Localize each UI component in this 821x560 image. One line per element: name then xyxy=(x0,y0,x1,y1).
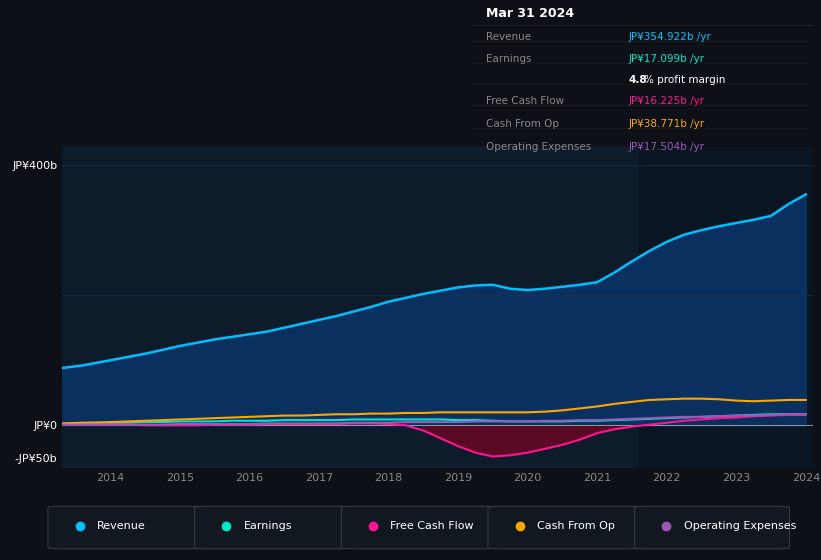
Text: Operating Expenses: Operating Expenses xyxy=(486,142,591,152)
Text: JP¥38.771b /yr: JP¥38.771b /yr xyxy=(629,119,705,129)
FancyBboxPatch shape xyxy=(48,506,203,549)
Bar xyxy=(639,146,813,468)
Text: JP¥354.922b /yr: JP¥354.922b /yr xyxy=(629,32,712,42)
Text: Cash From Op: Cash From Op xyxy=(537,521,615,531)
Text: JP¥17.099b /yr: JP¥17.099b /yr xyxy=(629,54,704,64)
Text: % profit margin: % profit margin xyxy=(644,75,726,85)
FancyBboxPatch shape xyxy=(635,506,790,549)
Text: Revenue: Revenue xyxy=(486,32,531,42)
Text: Mar 31 2024: Mar 31 2024 xyxy=(486,7,574,20)
Text: JP¥17.504b /yr: JP¥17.504b /yr xyxy=(629,142,704,152)
Text: Cash From Op: Cash From Op xyxy=(486,119,559,129)
FancyBboxPatch shape xyxy=(195,506,350,549)
Text: Free Cash Flow: Free Cash Flow xyxy=(486,96,564,106)
Text: JP¥16.225b /yr: JP¥16.225b /yr xyxy=(629,96,705,106)
FancyBboxPatch shape xyxy=(488,506,643,549)
Text: 4.8: 4.8 xyxy=(629,75,648,85)
Text: Operating Expenses: Operating Expenses xyxy=(684,521,796,531)
Text: Earnings: Earnings xyxy=(244,521,292,531)
Text: Earnings: Earnings xyxy=(486,54,531,64)
Text: Free Cash Flow: Free Cash Flow xyxy=(391,521,474,531)
Text: Revenue: Revenue xyxy=(97,521,146,531)
FancyBboxPatch shape xyxy=(342,506,496,549)
